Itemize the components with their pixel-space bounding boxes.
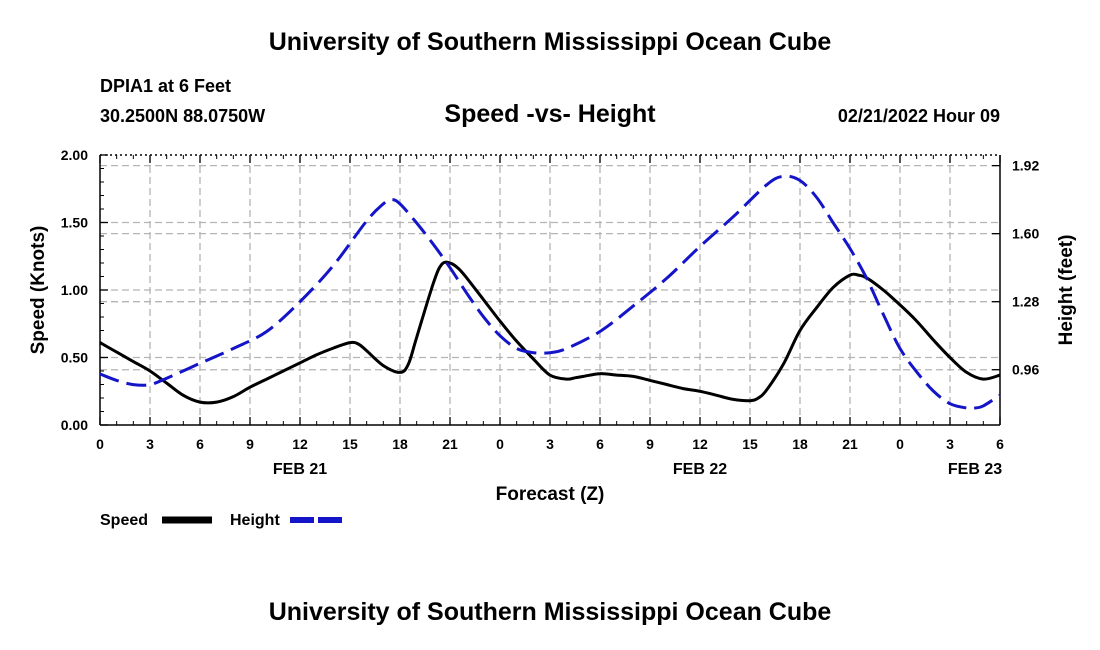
station-label: DPIA1 at 6 Feet xyxy=(100,76,232,96)
x-tick-label: 3 xyxy=(546,436,554,452)
forecast-datetime: 02/21/2022 Hour 09 xyxy=(837,106,1000,126)
x-axis-title: Forecast (Z) xyxy=(496,484,605,505)
height-series-line xyxy=(99,174,1001,410)
legend-label-height: Height xyxy=(230,512,280,529)
x-tick-label: 18 xyxy=(392,436,408,452)
speed-series-line xyxy=(99,260,1001,405)
x-tick-label: 15 xyxy=(742,436,758,452)
x-tick-label: 6 xyxy=(996,436,1004,452)
x-tick-label: 6 xyxy=(196,436,204,452)
x-tick-label: 3 xyxy=(146,436,154,452)
date-label: FEB 22 xyxy=(673,461,727,478)
y2-tick-label: 1.28 xyxy=(1012,294,1039,310)
y-tick-label: 0.00 xyxy=(61,417,88,433)
y-tick-label: 0.50 xyxy=(61,350,88,366)
date-label: FEB 21 xyxy=(273,461,327,478)
y2-axis-title: Height (feet) xyxy=(1056,235,1077,346)
x-tick-label: 12 xyxy=(292,436,308,452)
y-axis-title: Speed (Knots) xyxy=(28,226,49,355)
x-tick-label: 9 xyxy=(246,436,254,452)
x-tick-label: 21 xyxy=(842,436,858,452)
x-tick-label: 12 xyxy=(692,436,708,452)
x-tick-label: 18 xyxy=(792,436,808,452)
date-label: FEB 23 xyxy=(948,461,1002,478)
y2-tick-label: 0.96 xyxy=(1012,362,1039,378)
x-tick-label: 15 xyxy=(342,436,358,452)
y2-tick-label: 1.60 xyxy=(1012,226,1039,242)
x-tick-label: 0 xyxy=(896,436,904,452)
coordinates-label: 30.2500N 88.0750W xyxy=(100,106,266,126)
y-tick-label: 1.50 xyxy=(61,215,88,231)
y-tick-label: 2.00 xyxy=(61,147,88,163)
y-tick-label: 1.00 xyxy=(61,282,88,298)
chart-subtitle: Speed -vs- Height xyxy=(444,100,656,128)
legend-label-speed: Speed xyxy=(100,512,148,529)
x-tick-label: 0 xyxy=(96,436,104,452)
x-tick-label: 6 xyxy=(596,436,604,452)
footer-title: University of Southern Mississippi Ocean… xyxy=(268,598,832,626)
main-title: University of Southern Mississippi Ocean… xyxy=(268,28,832,56)
x-tick-label: 9 xyxy=(646,436,654,452)
x-tick-label: 21 xyxy=(442,436,458,452)
y2-tick-label: 1.92 xyxy=(1012,158,1039,174)
x-tick-label: 3 xyxy=(946,436,954,452)
x-tick-label: 0 xyxy=(496,436,504,452)
